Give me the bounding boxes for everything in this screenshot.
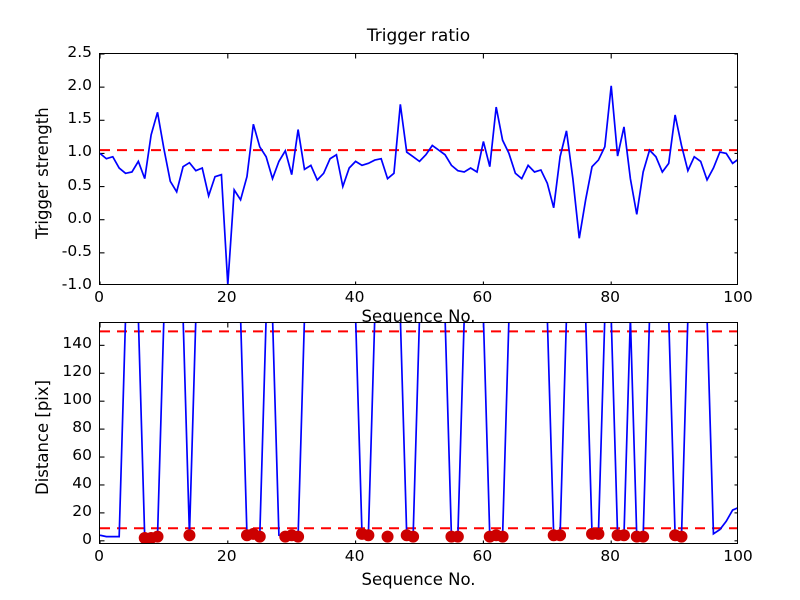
bottom-chart-xtick-label: 60 xyxy=(472,547,493,565)
top-chart-ytick-label: 2.5 xyxy=(67,43,92,61)
top-chart-xlabel: Sequence No. xyxy=(361,307,476,326)
top-chart-ytick-label: 0.0 xyxy=(67,208,92,227)
bottom-chart-ytick-label: 60 xyxy=(72,446,92,465)
bottom-chart-xtick-label: 80 xyxy=(600,547,621,565)
bottom-chart-ytick-label: 100 xyxy=(62,390,92,409)
bottom-chart-xtick-label: 20 xyxy=(216,547,237,565)
top-chart-ytick-label: 0.5 xyxy=(67,175,92,194)
top-chart-ylabel: Trigger strength xyxy=(33,107,52,239)
top-chart-xtick-label: 40 xyxy=(344,288,365,306)
top-chart-ytick-label: -0.5 xyxy=(61,241,92,260)
top-chart-xtick-label: 60 xyxy=(472,288,493,306)
bottom-chart-ytick-label: 40 xyxy=(72,473,92,492)
bottom-chart-xlabel: Sequence No. xyxy=(361,570,476,589)
bottom-chart-xtick-label: 40 xyxy=(344,547,365,565)
top-chart-ytick-label: 1.0 xyxy=(67,142,92,161)
bottom-chart-xtick-label: 100 xyxy=(723,547,753,565)
top-chart-ytick-label: 2.0 xyxy=(67,76,92,95)
bottom-chart-ylabel: Distance [pix] xyxy=(33,379,52,495)
top-chart-ytick-label: 1.5 xyxy=(67,109,92,128)
top-chart-xtick-label: 80 xyxy=(600,288,621,306)
top-chart-title: Trigger ratio xyxy=(366,26,471,46)
bottom-chart-ytick-label: 20 xyxy=(72,501,92,520)
bottom-chart-svg xyxy=(100,323,737,543)
bottom-chart-ytick-label: 80 xyxy=(72,418,92,437)
bottom-chart-ytick-label: 140 xyxy=(62,334,92,353)
bottom-chart-ytick-label: 120 xyxy=(62,362,92,381)
top-chart-xtick-label: 100 xyxy=(723,288,753,306)
top-chart-svg xyxy=(100,54,737,284)
top-chart-xtick-label: 0 xyxy=(94,288,104,306)
top-chart-plot-area[interactable] xyxy=(99,53,738,285)
bottom-chart-plot-area[interactable] xyxy=(99,322,738,544)
top-chart-ytick-label: -1.0 xyxy=(61,275,92,293)
bottom-chart-ytick-label: 0 xyxy=(82,529,92,548)
top-chart-xtick-label: 20 xyxy=(216,288,237,306)
bottom-chart-xtick-label: 0 xyxy=(94,547,104,565)
